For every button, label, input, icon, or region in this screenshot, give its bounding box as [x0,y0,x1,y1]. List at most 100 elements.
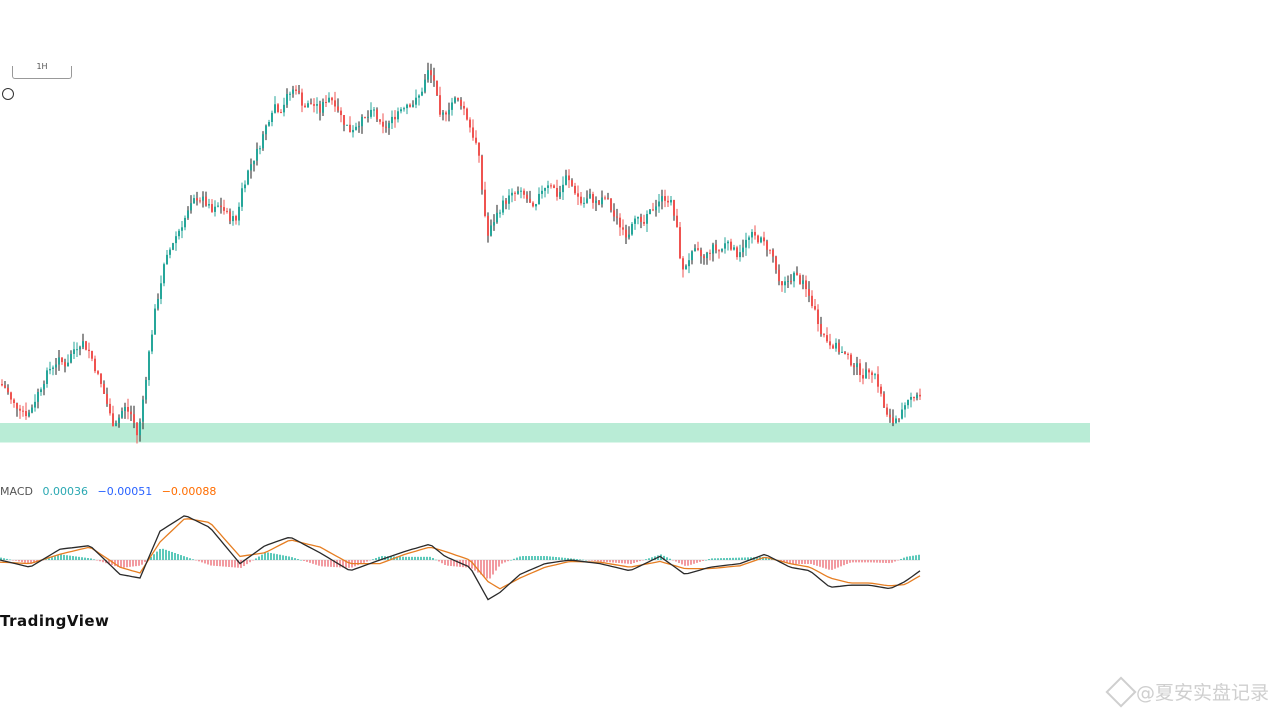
candle-up [907,399,909,406]
macd-hist-bar [858,560,860,563]
macd-hist-bar [675,560,677,562]
macd-hist-bar [885,560,887,563]
candle-up [691,251,693,261]
macd-hist-bar [429,556,431,560]
macd-hist-bar [57,555,59,560]
candle-up [412,104,414,107]
macd-line [0,515,921,601]
interval-box[interactable]: 1H [12,62,72,79]
macd-hist-bar [129,560,131,567]
macd-hist-bar [240,560,242,568]
candle-up [421,91,423,96]
candle-down [109,403,111,414]
candle-down [790,281,792,283]
macd-hist-bar [831,560,833,570]
candle-down [469,119,471,128]
macd-hist-bar [897,560,899,561]
macd-hist-bar [888,560,890,564]
candle-up [244,184,246,189]
candle-down [613,210,615,217]
candle-up [262,134,264,149]
candle-up [784,281,786,286]
macd-hist-bar [540,556,542,560]
candle-up [352,129,354,133]
candle-down [304,105,306,108]
candle-down [481,155,483,190]
macd-hist-bar [27,560,29,564]
macd-hist-bar [63,554,65,560]
candle-down [277,104,279,112]
candle-down [463,105,465,109]
candle-up [121,411,123,418]
macd-hist-bar [531,556,533,560]
candle-down [877,374,879,387]
candle-down [19,408,21,411]
candle-down [778,269,780,282]
candle-down [679,227,681,259]
macd-hist-bar [489,560,491,579]
macd-hist-bar [60,554,62,560]
macd-hist-bar [294,558,296,560]
binance-diamond-icon [1105,675,1137,708]
eye-icon[interactable] [2,88,14,100]
candle-down [13,399,15,403]
macd-hist-bar [21,560,23,563]
macd-hist-bar [648,558,650,560]
candle-down [550,185,552,187]
candle-up [448,109,450,115]
candle-down [10,392,12,400]
macd-hist-bar [432,557,434,560]
macd-hist-bar [408,556,410,560]
macd-hist-bar [252,560,254,561]
macd-hist-bar [783,560,785,562]
candle-up [583,202,585,204]
candle-up [40,389,42,393]
macd-hist-bar [708,559,710,560]
candle-down [460,99,462,106]
support-zone[interactable] [0,423,1090,443]
candle-up [637,216,639,219]
macd-hist-bar [582,559,584,561]
candle-up [43,383,45,390]
candle-down [433,75,435,81]
macd-hist-bar [663,555,665,560]
macd-hist-bar [507,560,509,562]
candle-up [286,93,288,105]
macd-hist-bar [711,558,713,560]
macd-hist-bar [453,560,455,567]
candle-down [439,95,441,115]
candle-up [397,111,399,120]
candle-up [187,210,189,218]
macd-hist-bar [291,557,293,560]
macd-hist-bar [699,560,701,562]
candle-up [910,396,912,400]
macd-hist-bar [69,555,71,560]
macd-hist-bar [588,560,590,561]
candle-down [913,396,915,399]
candle-down [340,110,342,116]
candle-up [739,252,741,258]
macd-hist-bar [633,560,635,564]
candle-down [97,371,99,374]
candle-down [676,215,678,228]
macd-hist-bar [813,560,815,565]
candle-down [814,306,816,310]
macd-hist-bar [717,558,719,560]
macd-hist-bar [312,560,314,564]
macd-hist-bar [438,560,440,562]
macd-hist-bar [390,556,392,560]
macd-hist-bar [786,560,788,563]
candle-down [604,197,606,199]
candle-up [451,102,453,110]
candle-up [454,97,456,103]
macd-hist-bar [621,560,623,564]
macd-hist-bar [825,560,827,569]
candle-down [475,137,477,143]
candle-down [112,413,114,426]
candle-down [85,341,87,350]
candle-up [661,196,663,202]
macd-hist-bar [564,557,566,560]
candle-down [805,280,807,290]
macd-hist-bar [630,560,632,564]
